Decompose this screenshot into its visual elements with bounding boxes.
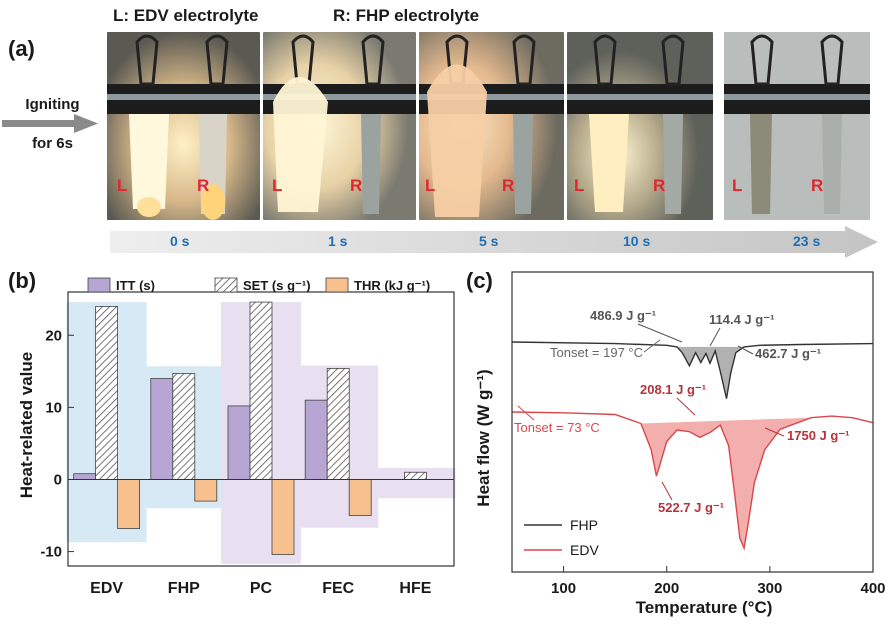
fhp-onset-label: Tonset = 197 °C xyxy=(550,345,643,360)
bar-thr-fhp xyxy=(194,479,218,502)
photo4-right-tag: R xyxy=(653,176,666,195)
x-tick-label-c: 300 xyxy=(757,580,782,597)
bar-set-pc xyxy=(249,301,273,480)
photo-10s xyxy=(567,32,713,220)
fhp-peak1-arrow-icon xyxy=(637,323,683,343)
legend-label-fhp: FHP xyxy=(570,517,598,533)
fhp-onset-text: Tonset = 197 °C xyxy=(550,345,643,360)
bar-set-fec xyxy=(326,368,350,480)
panel-c-label: (c) xyxy=(466,268,493,293)
y-axis-label: Heat-related value xyxy=(17,352,36,498)
x-tick-label-c: 200 xyxy=(654,580,679,597)
photo5-right-tag: R xyxy=(811,176,824,195)
fhp-onset-arrow-icon xyxy=(643,339,661,353)
bar-set-hfe xyxy=(403,471,427,480)
edv-peak3-label: 1750 J g⁻¹ xyxy=(787,428,850,443)
x-tick-label-fec: FEC xyxy=(322,580,354,597)
legend-swatch-set xyxy=(214,277,238,293)
bar-thr-edv xyxy=(117,479,140,529)
igniting-note: Igniting for 6s xyxy=(0,96,105,152)
series-line-edv xyxy=(511,411,874,551)
bar-itt-fec xyxy=(304,399,328,480)
bar-thr-pc xyxy=(271,479,295,555)
series-line-fhp xyxy=(511,341,874,399)
edv-onset-label: Tonset = 73 °C xyxy=(514,420,600,435)
time-label-0: 0 s xyxy=(170,233,190,249)
edv-onset-text: Tonset = 73 °C xyxy=(514,420,600,435)
peak-fill-edv xyxy=(640,417,812,549)
time-label-3: 10 s xyxy=(623,233,651,249)
photo5-left-tag: L xyxy=(732,176,743,195)
y-axis-label-c: Heat flow (W g⁻¹) xyxy=(474,369,493,506)
x-axis-label-c: Temperature (°C) xyxy=(636,598,773,617)
photo1-left-tag: L xyxy=(117,176,128,195)
x-tick-label-hfe: HFE xyxy=(399,580,431,597)
plot-frame-c xyxy=(511,271,874,573)
x-tick-label-fhp: FHP xyxy=(168,580,200,597)
edv-peak2-arrow-icon xyxy=(676,397,696,416)
photo1-right-tag: R xyxy=(197,176,210,195)
fhp-peak2-arrow-icon xyxy=(709,327,721,347)
bar-set-edv xyxy=(95,306,118,480)
photo3-left-tag: L xyxy=(425,176,436,195)
legend-label-set: SET (s g⁻¹) xyxy=(243,278,311,293)
fhp-peak3-label: 462.7 J g⁻¹ xyxy=(755,346,821,361)
fhp-peak3-arrow-icon xyxy=(737,345,754,355)
y-tick-label: 20 xyxy=(45,327,62,344)
legend-swatch-thr xyxy=(325,277,349,293)
panel-b-label: (b) xyxy=(8,268,37,293)
photo3-right-tag: R xyxy=(502,176,515,195)
edv-peak1-label: 522.7 J g⁻¹ xyxy=(658,500,724,515)
y-tick-label: -10 xyxy=(40,544,62,561)
photo2-left-tag: L xyxy=(272,176,283,195)
legend-label-thr: THR (kJ g⁻¹) xyxy=(354,278,430,293)
photo-23s xyxy=(724,32,870,220)
legend-label-edv: EDV xyxy=(570,542,599,558)
time-label-4: 23 s xyxy=(793,233,821,249)
photo-5s xyxy=(419,32,564,220)
y-tick-label: 10 xyxy=(45,399,62,416)
legend-label-itt: ITT (s) xyxy=(116,278,155,293)
edv-peak1-arrow-icon xyxy=(661,481,673,501)
photo-1s xyxy=(263,32,416,220)
y-tick-label: 0 xyxy=(54,471,62,488)
photo2-right-tag: R xyxy=(350,176,363,195)
bar-itt-pc xyxy=(227,405,251,480)
bar-set-fhp xyxy=(172,373,196,480)
edv-peak3-arrow-icon xyxy=(764,427,785,437)
time-label-2: 5 s xyxy=(479,233,499,249)
edv-peak2-label: 208.1 J g⁻¹ xyxy=(640,382,706,397)
timeline-arrow-icon xyxy=(110,226,878,258)
plot-frame xyxy=(67,291,455,567)
heat-flow-dsc-chart: 100 200 300 400 486.9 J g⁻¹ 114.4 J g⁻¹ 462… xyxy=(474,271,886,617)
bar-thr-fec xyxy=(348,479,372,516)
photo4-left-tag: L xyxy=(574,176,585,195)
photo-0s xyxy=(107,32,260,220)
igniting-line2: for 6s xyxy=(32,135,73,152)
legend-swatch-itt xyxy=(87,277,111,293)
peak-fill-fhp xyxy=(677,346,745,399)
right-arrow-icon xyxy=(2,114,98,133)
heat-related-bar-chart: -10 0 10 20 EDV FHP PC FEC HFE ITT (s) SET (s g⁻¹… xyxy=(17,277,456,597)
igniting-line1: Igniting xyxy=(25,96,80,113)
time-label-1: 1 s xyxy=(328,233,348,249)
right-electrolyte-title: R: FHP electrolyte xyxy=(333,6,480,25)
x-tick-label-c: 400 xyxy=(860,580,885,597)
left-electrolyte-title: L: EDV electrolyte xyxy=(113,6,259,25)
fhp-peak2-label: 114.4 J g⁻¹ xyxy=(709,312,774,327)
bar-itt-edv xyxy=(73,473,96,480)
panel-a-label: (a) xyxy=(8,36,35,61)
x-tick-label-pc: PC xyxy=(250,580,273,597)
edv-onset-arrow-icon xyxy=(517,405,535,421)
fhp-peak1-label: 486.9 J g⁻¹ xyxy=(590,308,656,323)
x-tick-label-edv: EDV xyxy=(90,580,123,597)
x-tick-label-c: 100 xyxy=(551,580,576,597)
bar-itt-fhp xyxy=(150,378,174,480)
